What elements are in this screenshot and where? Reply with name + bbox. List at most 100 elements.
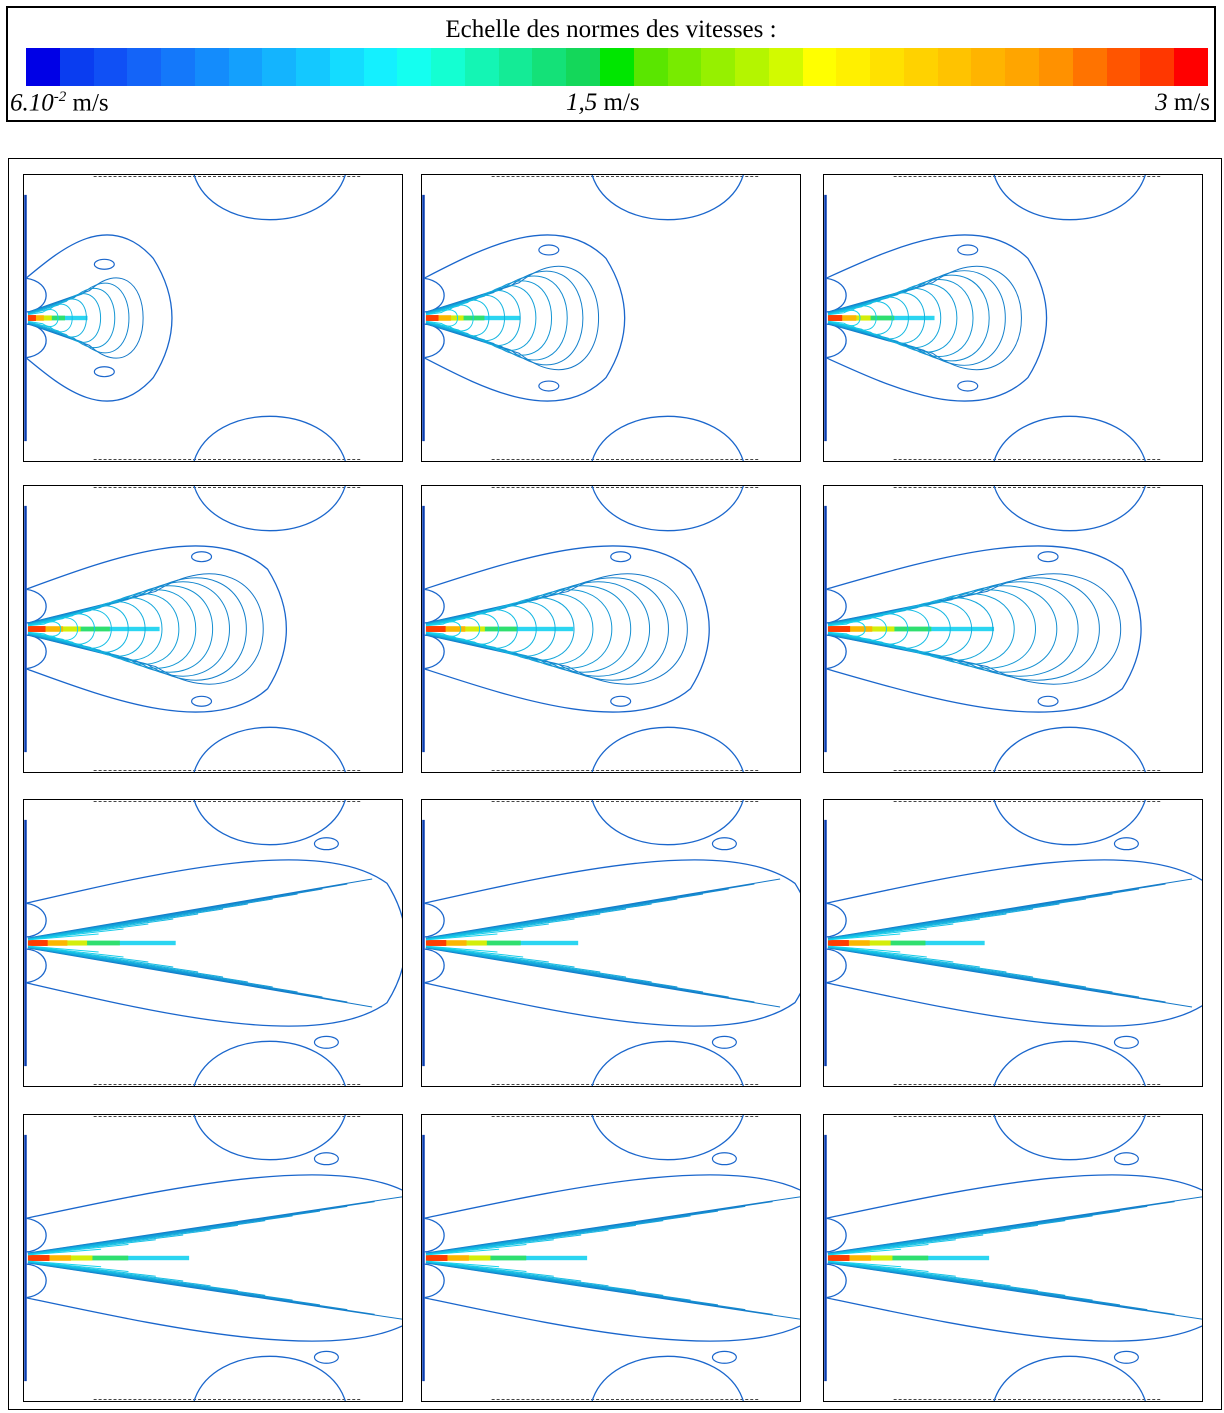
jet-contour-line: [27, 1244, 129, 1272]
inlet-lobe-contour: [423, 1263, 445, 1299]
contour-panel: [421, 799, 801, 1087]
contour-plot: [422, 1115, 800, 1401]
far-field-contour: [591, 800, 744, 846]
contour-plot: [422, 175, 761, 461]
eddy-contour: [1113, 1350, 1139, 1364]
inlet-lobe-contour: [825, 323, 847, 359]
jet-contour-line: [27, 597, 163, 661]
jet-contour-line: [425, 573, 688, 685]
scale-swatch: [1005, 48, 1039, 86]
eddy-contour: [313, 1350, 339, 1364]
far-field-contour: [193, 175, 346, 221]
scale-swatch: [262, 48, 297, 86]
scale-swatch: [1140, 48, 1175, 86]
outer-contour: [423, 234, 626, 402]
scale-mid-label: 1,5 m/s: [566, 89, 640, 116]
scale-swatch: [1106, 48, 1141, 86]
eddy-contour: [538, 244, 560, 256]
eddy-contour: [191, 695, 213, 707]
far-field-contour: [591, 486, 744, 532]
jet-contour-line: [27, 303, 73, 333]
contour-panel: [421, 485, 801, 773]
inlet-lobe-contour: [423, 1217, 445, 1253]
inlet-lobe-contour: [25, 588, 47, 624]
jet-contour-line: [27, 601, 146, 657]
scale-swatch: [701, 48, 736, 86]
jet-contour-line: [827, 597, 994, 661]
jet-contour-line: [425, 593, 594, 665]
scale-swatch: [26, 48, 60, 86]
jet-contour-line: [27, 585, 214, 673]
eddy-contour: [313, 1152, 339, 1166]
jet-contour-line: [425, 617, 481, 641]
eddy-contour: [313, 837, 339, 851]
jet-contour-line: [827, 573, 1122, 685]
outer-contour: [825, 234, 1048, 402]
jet-contour-line: [425, 290, 521, 346]
eddy-contour: [711, 1350, 737, 1364]
far-field-contour: [193, 726, 346, 772]
contour-panel: [823, 799, 1203, 1087]
jet-contour-line: [827, 589, 1037, 669]
contour-plot: [824, 1115, 1202, 1401]
scale-swatch: [93, 48, 128, 86]
eddy-contour: [1113, 837, 1139, 851]
jet-core: [827, 1255, 850, 1261]
far-field-contour: [993, 800, 1146, 846]
scale-swatch: [667, 48, 702, 86]
jet-core: [27, 1255, 50, 1261]
contour-panel: [23, 485, 403, 773]
far-field-contour: [591, 1115, 744, 1161]
jet-contour-line: [425, 933, 498, 953]
scale-swatch: [802, 48, 837, 86]
jet-contour-line: [425, 613, 500, 645]
scale-swatch: [937, 48, 972, 86]
far-field-contour: [591, 1040, 744, 1086]
inlet-lobe-contour: [423, 588, 445, 624]
eddy-contour: [711, 837, 737, 851]
outer-contour: [825, 545, 1142, 713]
outer-contour: [25, 859, 402, 1027]
inlet-lobe-contour: [25, 1217, 47, 1253]
jet-contour-line: [27, 298, 87, 338]
contour-panel: [421, 174, 801, 462]
jet-contour-line: [27, 577, 247, 681]
jet-contour-line: [27, 933, 99, 953]
scale-swatch: [633, 48, 668, 86]
jet-contour-line: [827, 296, 909, 340]
contour-plot: [24, 486, 363, 772]
jet-contour-line: [425, 280, 553, 356]
inlet-lobe-contour: [25, 634, 47, 670]
far-field-contour: [193, 1040, 346, 1086]
velocity-scale-legend: Echelle des normes des vitesses : 6.10-2…: [6, 6, 1216, 122]
jet-contour-line: [827, 605, 951, 653]
scale-max-label: 3 m/s: [1155, 89, 1210, 116]
inlet-lobe-contour: [825, 634, 847, 670]
jet-contour-line: [425, 928, 524, 958]
jet-contour-line: [27, 282, 130, 354]
jet-contour-line: [425, 581, 651, 677]
jet-contour-line: [425, 923, 549, 963]
eddy-contour: [538, 380, 560, 392]
jet-contour-line: [827, 305, 877, 331]
eddy-contour: [711, 1152, 737, 1166]
jet-contour-line: [827, 274, 990, 362]
jet-contour-line: [827, 1244, 929, 1272]
jet-contour-line: [425, 1244, 527, 1272]
eddy-contour: [1037, 695, 1059, 707]
inlet-lobe-contour: [423, 902, 445, 938]
jet-contour-line: [27, 287, 116, 349]
outer-contour: [423, 1174, 800, 1342]
outer-contour: [825, 859, 1202, 1027]
jet-contour-line: [827, 279, 974, 357]
inlet-lobe-contour: [25, 902, 47, 938]
contour-panel-grid: [8, 158, 1222, 1410]
scale-swatch: [363, 48, 398, 86]
eddy-contour: [93, 366, 115, 378]
inlet-lobe-contour: [825, 277, 847, 313]
jet-core: [27, 1255, 71, 1261]
far-field-contour: [591, 726, 744, 772]
jet-contour-line: [827, 270, 1006, 366]
scale-swatch: [296, 48, 330, 86]
eddy-contour: [957, 380, 979, 392]
